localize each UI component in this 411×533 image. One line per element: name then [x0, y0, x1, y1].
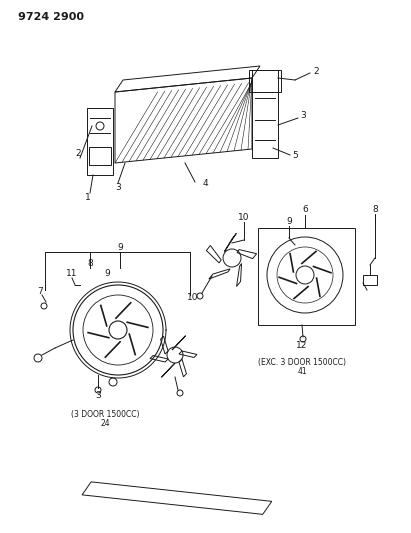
Text: 6: 6	[302, 206, 308, 214]
Bar	[252, 70, 278, 158]
Text: 1: 1	[85, 193, 91, 203]
Text: 8: 8	[87, 259, 93, 268]
Text: 7: 7	[37, 287, 43, 296]
Text: 10: 10	[238, 214, 250, 222]
Text: 8: 8	[372, 206, 378, 214]
Bar	[249, 70, 281, 92]
Text: 12: 12	[296, 341, 308, 350]
Text: 9724 2900: 9724 2900	[18, 12, 84, 22]
Text: 11: 11	[66, 269, 78, 278]
Bar	[363, 275, 377, 285]
Text: 41: 41	[297, 367, 307, 376]
Text: 3: 3	[300, 111, 306, 120]
Text: (EXC. 3 DOOR 1500CC): (EXC. 3 DOOR 1500CC)	[258, 358, 346, 367]
Text: 5: 5	[292, 151, 298, 160]
Text: 9: 9	[286, 217, 292, 227]
Text: 9: 9	[104, 269, 110, 278]
Bar	[258, 228, 355, 325]
Text: 4: 4	[202, 180, 208, 189]
Text: 3: 3	[95, 392, 101, 400]
Text: 2: 2	[313, 67, 319, 76]
Text: (3 DOOR 1500CC): (3 DOOR 1500CC)	[71, 410, 139, 419]
Text: 24: 24	[100, 419, 110, 429]
Bar	[87, 108, 113, 175]
Text: 9: 9	[117, 243, 123, 252]
Bar	[89, 147, 111, 165]
Text: 2: 2	[75, 149, 81, 158]
Text: 3: 3	[115, 183, 121, 192]
Text: 10: 10	[187, 294, 199, 303]
